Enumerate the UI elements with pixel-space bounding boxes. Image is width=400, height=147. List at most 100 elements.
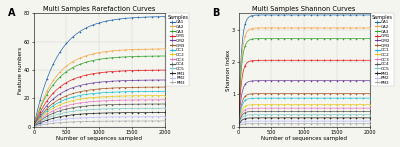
Line: GM3: GM3 (238, 94, 370, 127)
PM2 (142, 116, 146, 118)
OC2 (32, 125, 36, 127)
GM1 (316, 59, 321, 61)
CA1 (162, 16, 167, 17)
CA2 (109, 50, 114, 52)
OC1 (32, 125, 36, 127)
Legend: CA1, CA2, CA3, GM1, GM2, GM3, OC1, OC2, OC3, OC4, OC5, PM1, PM2, PM3: CA1, CA2, CA3, GM1, GM2, GM3, OC1, OC2, … (371, 13, 394, 86)
PM1 (237, 124, 242, 126)
GM3 (314, 93, 319, 95)
PM1 (162, 112, 167, 113)
Line: GM2: GM2 (34, 80, 165, 127)
Line: OC1: OC1 (34, 91, 165, 127)
OC2 (334, 104, 339, 105)
Line: PM1: PM1 (238, 118, 370, 127)
GM3 (109, 87, 114, 89)
CA3 (314, 38, 318, 39)
OC3 (31, 126, 36, 127)
CA3 (109, 57, 114, 59)
OC1 (236, 126, 241, 127)
Y-axis label: Shannon Index: Shannon Index (226, 49, 231, 91)
OC4 (334, 111, 339, 112)
OC1 (334, 97, 339, 99)
CA1 (316, 14, 321, 16)
Line: CA1: CA1 (34, 17, 165, 127)
CA2 (355, 27, 360, 29)
OC5 (316, 114, 321, 116)
OC1 (355, 97, 360, 99)
CA2 (142, 48, 146, 50)
OC2 (314, 104, 319, 105)
Line: OC3: OC3 (34, 100, 165, 127)
PM1 (109, 112, 114, 114)
OC5 (236, 126, 241, 127)
PM1 (314, 117, 319, 119)
GM1 (236, 126, 241, 127)
OC4 (314, 111, 318, 112)
OC4 (109, 104, 114, 105)
OC2 (31, 126, 36, 127)
CA2 (32, 124, 36, 126)
CA3 (31, 126, 36, 127)
CA3 (142, 55, 146, 57)
PM1 (355, 117, 360, 119)
GM3 (142, 86, 146, 88)
OC2 (162, 95, 167, 96)
Text: B: B (212, 8, 220, 18)
Line: GM2: GM2 (238, 81, 370, 127)
GM1 (347, 59, 352, 61)
Line: CA2: CA2 (238, 28, 370, 127)
GM1 (142, 69, 146, 71)
Line: PM2: PM2 (238, 121, 370, 127)
GM2 (162, 79, 167, 81)
PM2 (31, 126, 36, 127)
CA2 (334, 27, 339, 29)
OC4 (162, 103, 167, 105)
OC4 (347, 111, 352, 112)
CA2 (316, 27, 321, 29)
GM3 (236, 126, 241, 127)
CA2 (112, 50, 116, 52)
GM1 (314, 59, 319, 61)
CA3 (334, 38, 339, 39)
OC3 (236, 126, 241, 127)
PM1 (316, 117, 321, 119)
CA1 (314, 14, 318, 16)
GM1 (334, 59, 339, 61)
GM1 (150, 69, 155, 71)
PM3 (355, 123, 360, 125)
GM2 (367, 80, 372, 82)
CA1 (347, 14, 352, 16)
CA3 (314, 38, 319, 39)
GM1 (367, 59, 372, 61)
GM2 (347, 80, 352, 82)
OC5 (162, 107, 167, 109)
OC2 (347, 104, 352, 105)
OC4 (142, 103, 146, 105)
X-axis label: Number of sequences sampled: Number of sequences sampled (56, 136, 142, 141)
CA1 (150, 16, 155, 18)
Line: PM3: PM3 (238, 124, 370, 127)
GM3 (355, 93, 360, 95)
GM2 (334, 80, 339, 82)
OC3 (367, 107, 372, 109)
OC4 (314, 111, 319, 112)
CA1 (142, 16, 146, 18)
OC5 (142, 107, 146, 109)
PM2 (109, 116, 114, 118)
PM3 (347, 123, 352, 125)
Line: OC1: OC1 (238, 98, 370, 127)
CA1 (32, 124, 36, 125)
OC1 (150, 90, 155, 92)
PM2 (334, 120, 339, 122)
OC3 (314, 107, 318, 109)
PM2 (355, 120, 360, 122)
OC5 (109, 108, 114, 110)
PM2 (347, 120, 352, 122)
GM1 (355, 59, 360, 61)
OC1 (31, 126, 36, 127)
CA2 (162, 48, 167, 50)
Line: PM3: PM3 (34, 121, 165, 127)
Line: OC4: OC4 (238, 111, 370, 127)
CA1 (314, 14, 319, 16)
GM1 (32, 125, 36, 126)
